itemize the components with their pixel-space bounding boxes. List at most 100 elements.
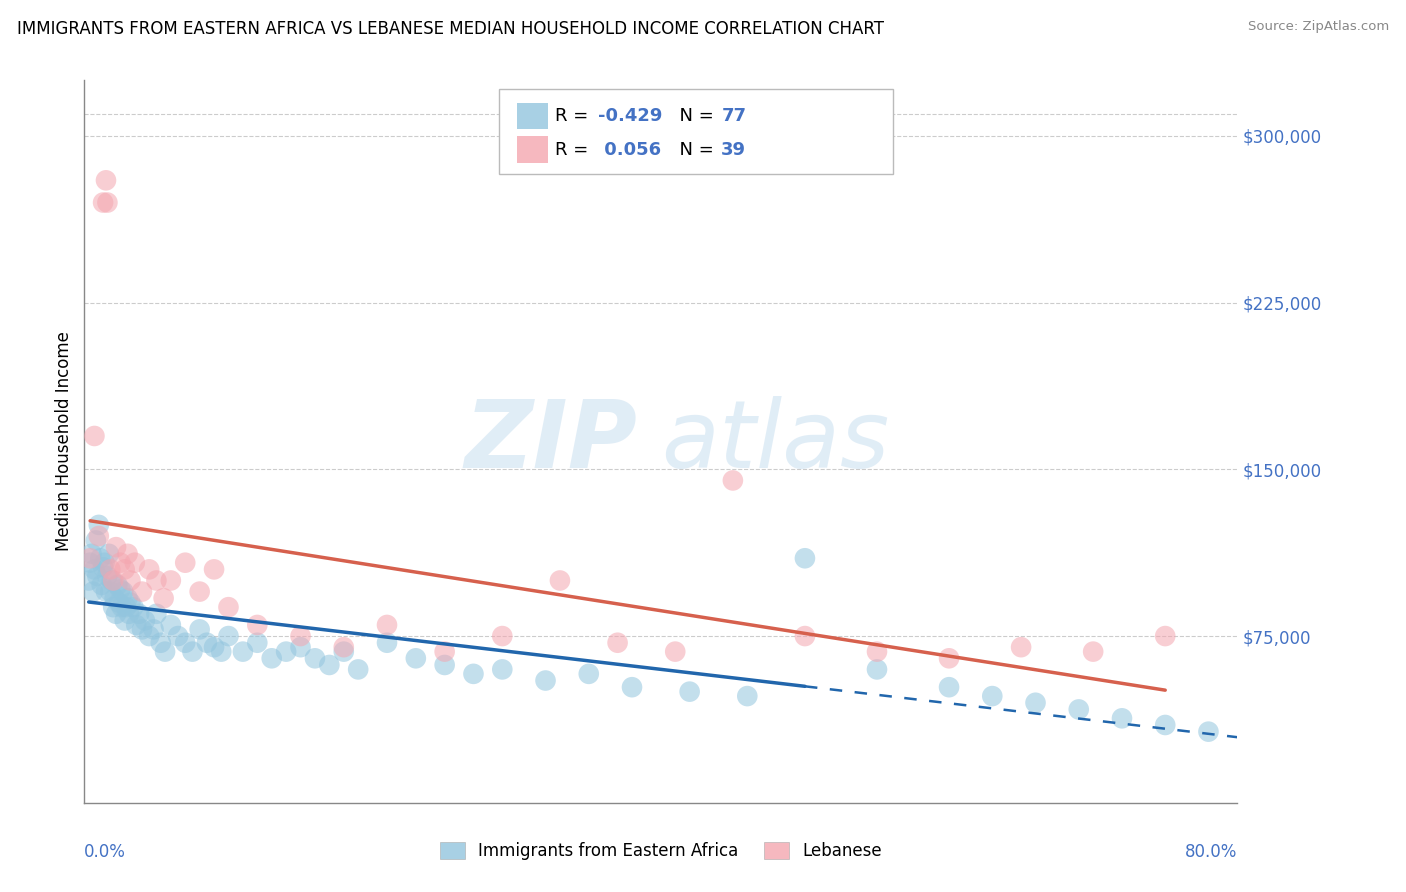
Point <box>209 645 232 659</box>
Point <box>260 651 283 665</box>
Point <box>866 662 889 676</box>
Point <box>246 618 269 632</box>
Point <box>195 636 218 650</box>
Point <box>721 474 744 488</box>
Point <box>304 651 326 665</box>
Point <box>80 547 103 561</box>
Point <box>405 651 427 665</box>
Point <box>202 640 225 655</box>
Point <box>122 600 145 615</box>
Point <box>149 636 172 650</box>
Point <box>202 562 225 576</box>
Point <box>89 551 111 566</box>
Point <box>94 584 117 599</box>
Point <box>1025 696 1047 710</box>
Point <box>98 562 121 576</box>
Point <box>737 689 759 703</box>
Text: R =: R = <box>555 141 595 159</box>
Point <box>1154 718 1177 732</box>
Point <box>138 629 160 643</box>
Point <box>1083 645 1105 659</box>
Y-axis label: Median Household Income: Median Household Income <box>55 332 73 551</box>
Point <box>160 618 183 632</box>
Point <box>433 657 456 672</box>
Point <box>87 529 110 543</box>
Point <box>97 547 120 561</box>
Point <box>103 574 124 588</box>
Point <box>794 629 817 643</box>
Point <box>128 607 150 621</box>
Point <box>347 662 370 676</box>
Point <box>77 574 100 588</box>
Point <box>100 574 122 588</box>
Point <box>333 640 356 655</box>
Text: atlas: atlas <box>661 396 889 487</box>
Text: N =: N = <box>668 141 720 159</box>
Point <box>174 556 197 570</box>
Point <box>94 173 117 187</box>
Point <box>108 596 131 610</box>
Text: 39: 39 <box>721 141 747 159</box>
Text: ZIP: ZIP <box>465 395 638 488</box>
Text: 0.0%: 0.0% <box>84 843 127 861</box>
Point <box>96 195 118 210</box>
Point <box>152 591 174 606</box>
Point <box>188 623 211 637</box>
Point <box>142 623 165 637</box>
Point <box>866 645 889 659</box>
Point <box>290 640 312 655</box>
Point <box>318 657 340 672</box>
Point <box>333 645 356 659</box>
Point <box>167 629 190 643</box>
Point <box>138 562 160 576</box>
Point <box>246 636 269 650</box>
Point <box>548 574 571 588</box>
Point <box>105 540 128 554</box>
Point <box>87 517 110 532</box>
Point <box>84 533 107 548</box>
Point <box>188 584 211 599</box>
Point <box>1067 702 1090 716</box>
Point <box>104 591 127 606</box>
Point <box>83 429 105 443</box>
Point <box>153 645 176 659</box>
Point <box>114 562 136 576</box>
Point <box>90 578 112 592</box>
Point <box>1198 724 1220 739</box>
Point <box>120 596 142 610</box>
Point <box>120 574 142 588</box>
Point <box>134 614 156 628</box>
Point <box>290 629 312 643</box>
Point <box>433 645 456 659</box>
Point <box>145 607 167 621</box>
Point <box>79 556 101 570</box>
Point <box>124 556 146 570</box>
Point <box>91 195 114 210</box>
Point <box>103 600 124 615</box>
Point <box>93 556 115 570</box>
Point <box>463 666 485 681</box>
Text: -0.429: -0.429 <box>598 107 662 125</box>
Point <box>160 574 183 588</box>
Point <box>621 680 644 694</box>
Point <box>491 662 513 676</box>
Point <box>679 684 702 698</box>
Point <box>114 614 136 628</box>
Point <box>606 636 628 650</box>
Text: Source: ZipAtlas.com: Source: ZipAtlas.com <box>1249 20 1389 33</box>
Point <box>664 645 686 659</box>
Point <box>981 689 1004 703</box>
Point <box>105 607 128 621</box>
Point <box>794 551 817 566</box>
Point <box>107 578 129 592</box>
Text: R =: R = <box>555 107 595 125</box>
Text: 0.056: 0.056 <box>598 141 661 159</box>
Point <box>112 584 135 599</box>
Point <box>218 629 240 643</box>
Point <box>91 560 114 574</box>
Point <box>110 582 132 597</box>
Point <box>181 645 204 659</box>
Point <box>232 645 254 659</box>
Legend: Immigrants from Eastern Africa, Lebanese: Immigrants from Eastern Africa, Lebanese <box>433 835 889 867</box>
Point <box>578 666 600 681</box>
